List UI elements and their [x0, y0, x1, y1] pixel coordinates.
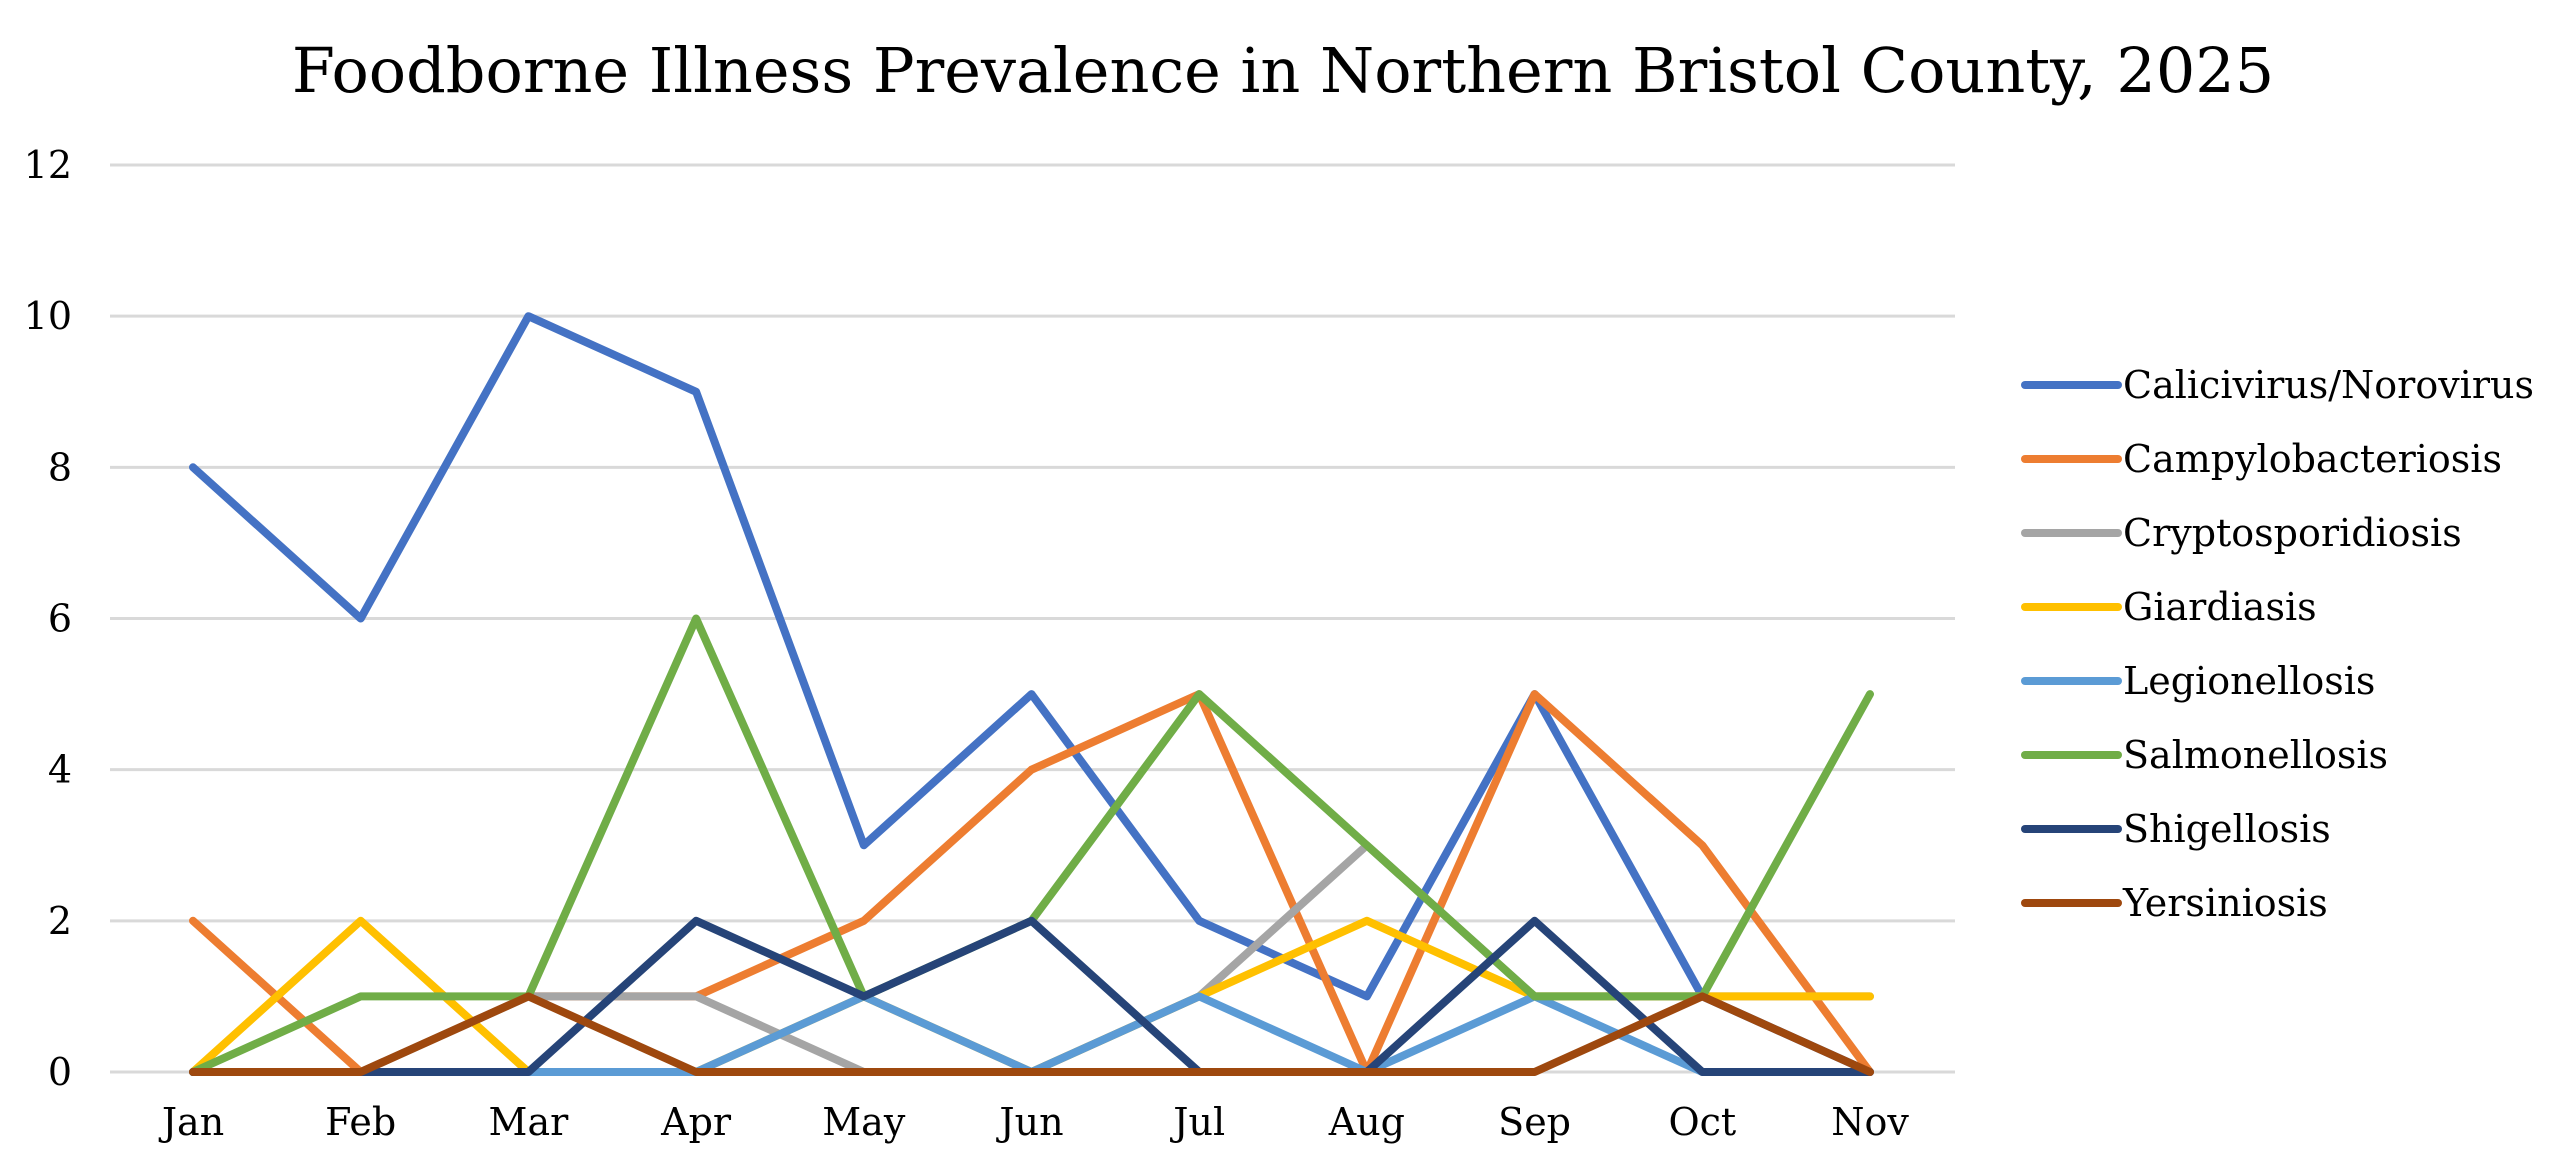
- y-tick-label: 10: [24, 294, 72, 338]
- grid-lines: [110, 163, 1955, 1074]
- x-tick-label: Mar: [489, 1100, 570, 1144]
- series-line-shigellosis: [189, 916, 1874, 1076]
- x-tick-label: Jun: [995, 1100, 1063, 1144]
- x-tick-label: Feb: [325, 1100, 396, 1144]
- legend: Calicivirus/Norovirus Campylobacteriosis C…: [2021, 363, 2534, 925]
- y-tick-label: 0: [48, 1050, 72, 1094]
- y-tick-label: 2: [48, 899, 72, 943]
- legend-label: Salmonellosis: [2123, 733, 2388, 777]
- y-axis-ticks: 0 2 4 6 8 10 12: [24, 143, 72, 1094]
- legend-label: Calicivirus/Norovirus: [2123, 363, 2534, 407]
- x-tick-label: Sep: [1498, 1100, 1571, 1144]
- x-tick-label: Aug: [1328, 1100, 1405, 1144]
- legend-label: Shigellosis: [2123, 807, 2331, 851]
- series-line-calicivirus-norovirus: [189, 312, 1874, 1076]
- series-line-campylobacteriosis: [189, 690, 1874, 1076]
- series-line-yersiniosis: [189, 992, 1874, 1076]
- x-axis-ticks: Jan Feb Mar Apr May Jun Jul Aug Sep Oct Nov: [158, 1100, 1910, 1144]
- legend-label: Cryptosporidiosis: [2123, 511, 2462, 555]
- chart-title: Foodborne Illness Prevalence in Northern…: [292, 34, 2274, 107]
- legend-label: Legionellosis: [2123, 659, 2375, 703]
- y-tick-label: 8: [48, 445, 72, 489]
- y-tick-label: 12: [24, 143, 72, 187]
- y-tick-label: 4: [48, 748, 72, 792]
- x-tick-label: Apr: [660, 1100, 732, 1144]
- x-tick-label: Oct: [1668, 1100, 1736, 1144]
- y-tick-label: 6: [48, 597, 72, 641]
- legend-label: Campylobacteriosis: [2123, 437, 2502, 481]
- x-tick-label: May: [822, 1100, 906, 1144]
- x-tick-label: Nov: [1831, 1100, 1909, 1144]
- x-tick-label: Jan: [158, 1100, 224, 1144]
- series-lines: [189, 312, 1874, 1076]
- x-tick-label: Jul: [1169, 1100, 1225, 1144]
- legend-label: Yersiniosis: [2122, 881, 2328, 925]
- legend-label: Giardiasis: [2123, 585, 2317, 629]
